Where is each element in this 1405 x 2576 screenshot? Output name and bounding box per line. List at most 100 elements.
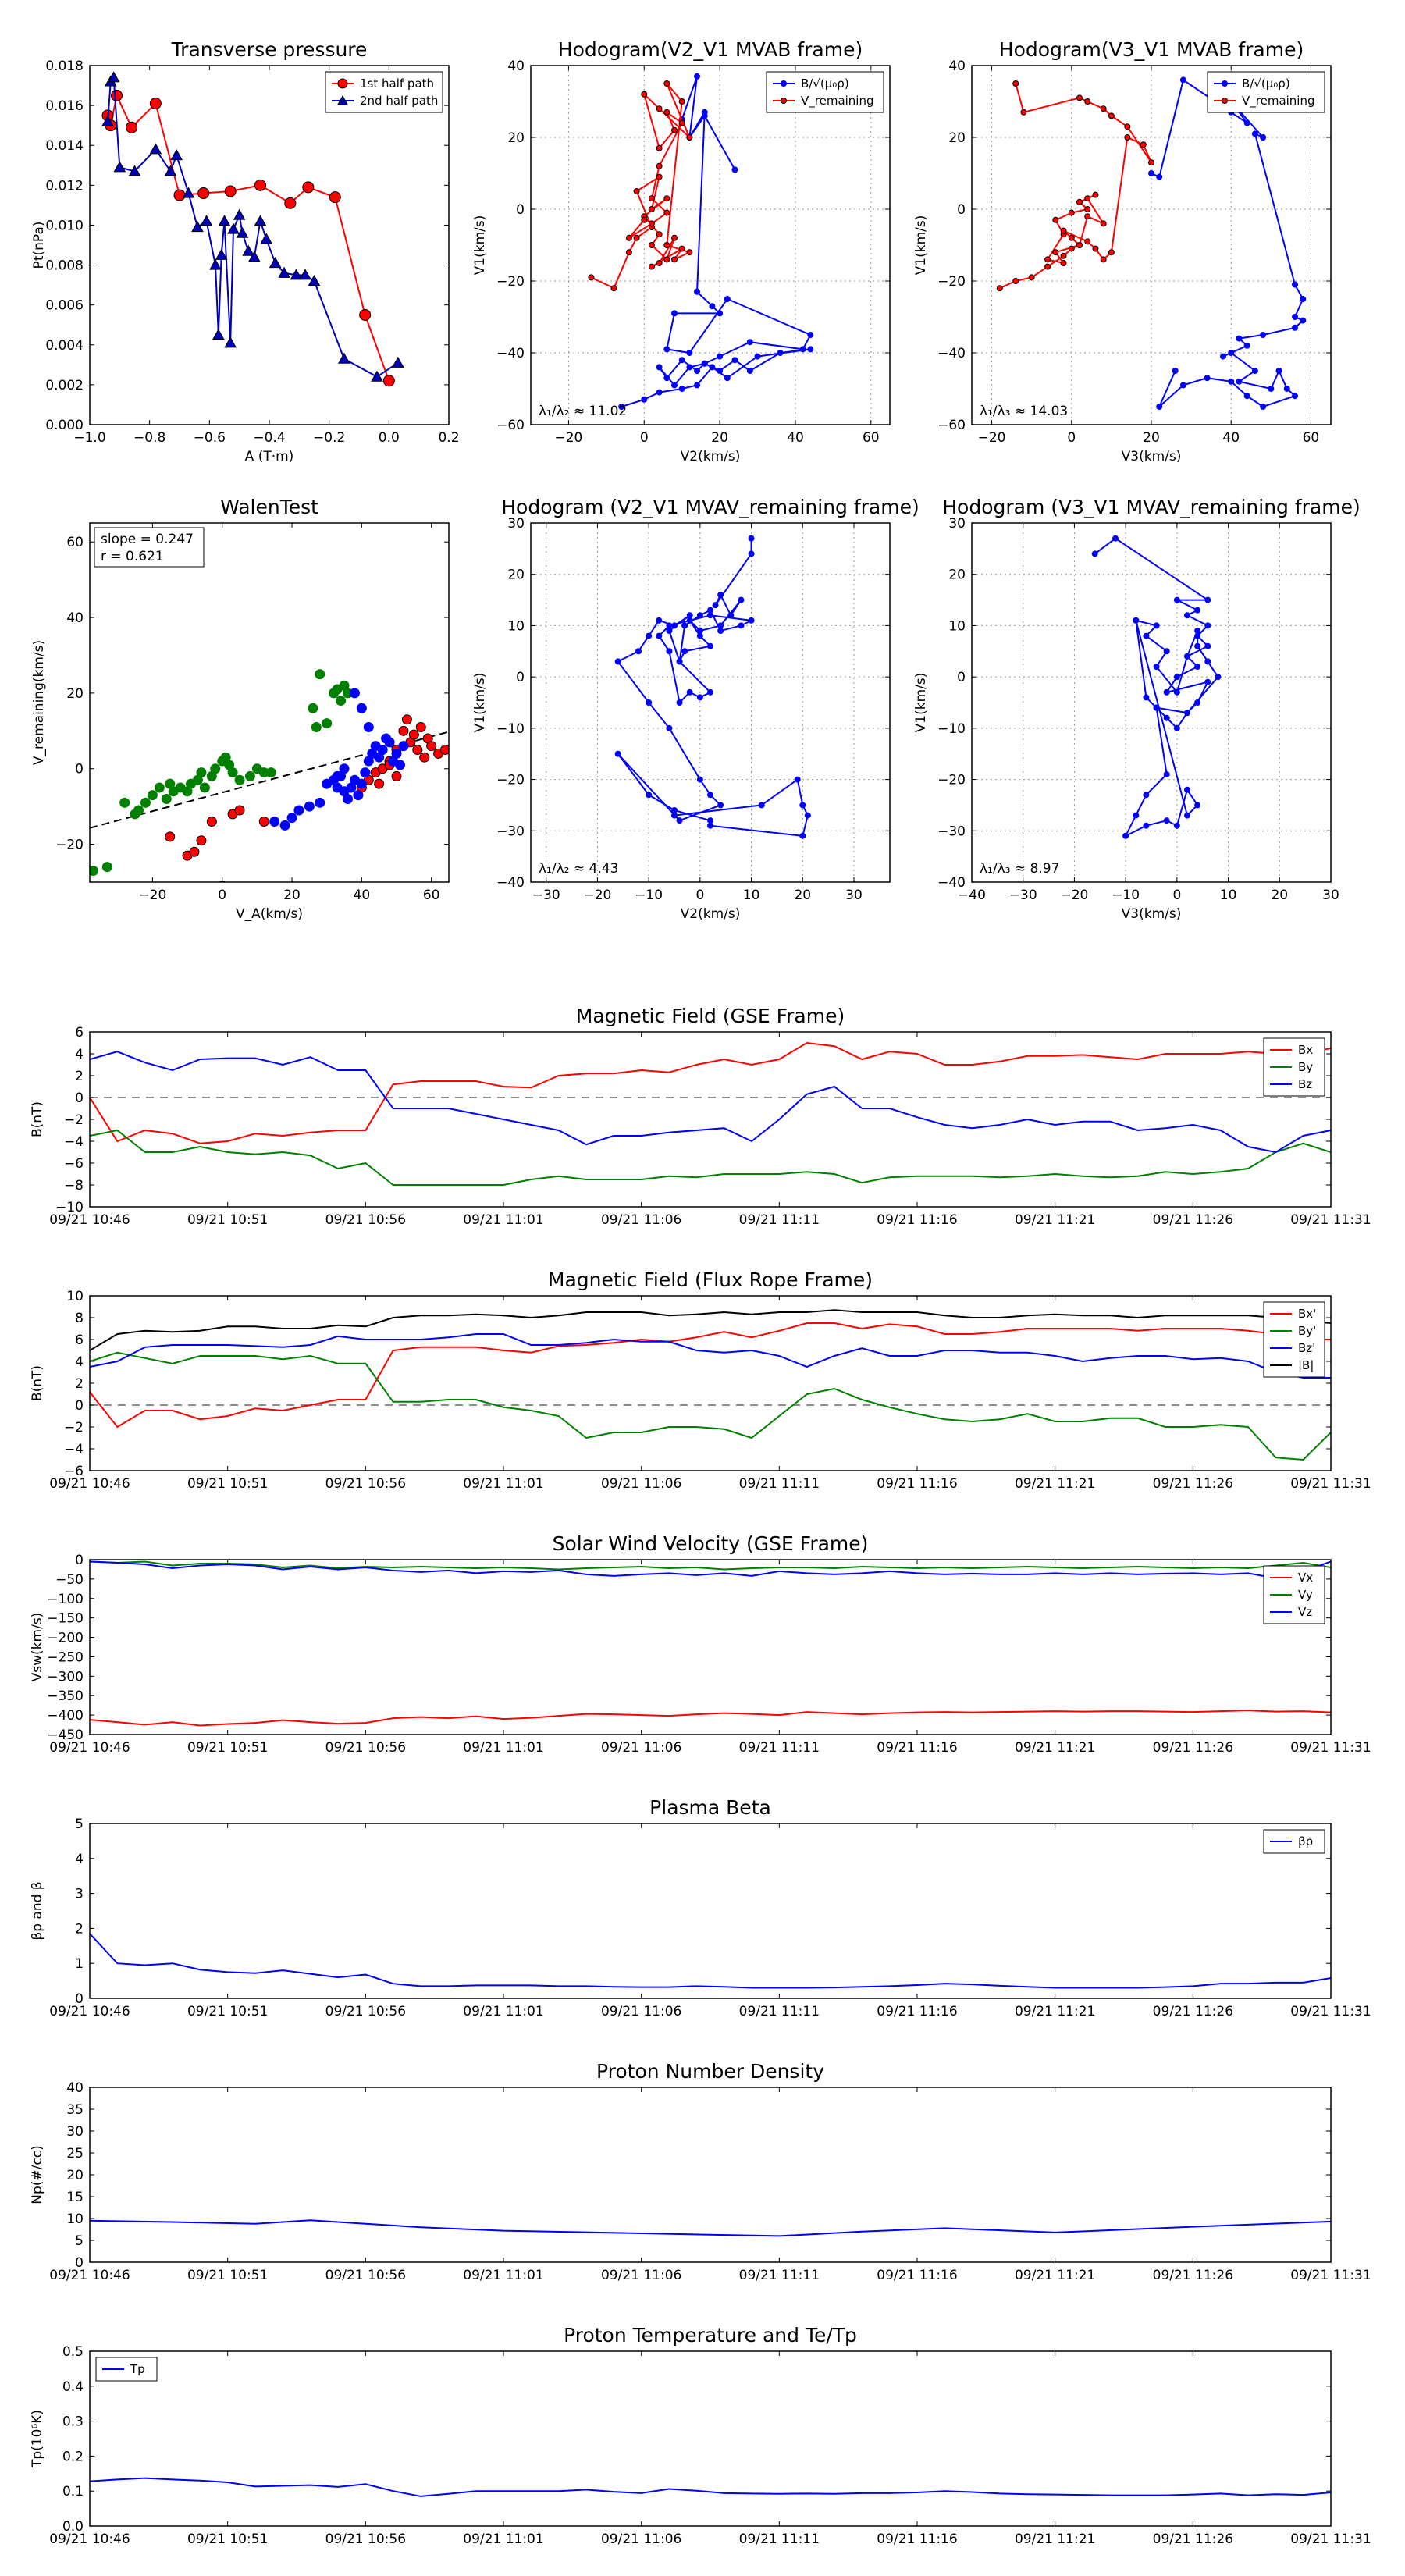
x-tick-label: 30: [845, 888, 863, 903]
y-axis-label: βp and β: [30, 1881, 45, 1940]
y-tick-label: 3: [75, 1887, 84, 1902]
plot-area: [90, 1041, 1331, 1186]
y-tick-label: −10: [55, 1200, 84, 1215]
series-1-point: [807, 346, 814, 353]
series-1-line: [621, 76, 812, 407]
series-1-point: [126, 121, 138, 133]
series-1-line: [90, 1710, 1331, 1727]
x-tick-label: 09/21 10:46: [49, 1476, 130, 1492]
x-tick-label: 09/21 11:01: [463, 2268, 543, 2283]
series-1-point: [663, 375, 670, 382]
y-tick-label: −20: [937, 773, 966, 788]
series-1-point: [1251, 130, 1258, 137]
series-1-point: [748, 550, 755, 557]
series-1-point: [694, 288, 701, 295]
series-1-point: [748, 535, 755, 542]
series-1-point: [1275, 368, 1282, 374]
series-1-point: [302, 181, 315, 194]
series-1-point: [709, 303, 716, 310]
y-tick-label: 0.4: [62, 2379, 84, 2395]
series-1-point: [1148, 170, 1154, 176]
y-tick-label: −30: [496, 824, 525, 839]
series-1-point: [676, 658, 683, 665]
y-tick-label: 0: [957, 670, 966, 685]
series-3-point: [269, 817, 280, 827]
y-tick-label: 0.010: [45, 218, 84, 233]
series-1-point: [804, 812, 811, 819]
y-tick-label: 40: [948, 59, 966, 74]
y-tick-label: 0: [516, 202, 525, 218]
y-axis-label: Pt(nPa): [31, 222, 47, 269]
series-1-point: [701, 360, 708, 367]
chart-title: Solar Wind Velocity (GSE Frame): [553, 1532, 869, 1555]
plot-area: [1091, 535, 1222, 839]
y-tick-label: −6: [64, 1464, 84, 1479]
series-1-point: [807, 332, 814, 338]
series-1-point: [731, 166, 738, 173]
legend-label: By: [1298, 1060, 1313, 1074]
x-tick-label: 09/21 10:56: [325, 2004, 406, 2019]
y-tick-label: 30: [507, 516, 525, 532]
series-1-point: [1292, 324, 1298, 331]
chart-p6: Hodogram (V3_V1 MVAV_remaining frame) −40…: [913, 496, 1361, 922]
x-tick-label: −30: [532, 888, 560, 903]
y-tick-label: −8: [64, 1178, 84, 1194]
series-1-point: [707, 642, 713, 649]
series-1-point: [694, 73, 701, 80]
series-1-point: [382, 375, 395, 387]
series-1-point: [717, 353, 724, 360]
series-1-point: [1292, 281, 1298, 288]
series-1-point: [149, 98, 162, 110]
y-tick-label: 20: [507, 130, 525, 146]
series-1-point: [707, 688, 713, 696]
chart-title: Proton Temperature and Te/Tp: [564, 2324, 857, 2347]
legend-label: B/√(μ₀ρ): [1242, 76, 1290, 91]
series-2-point: [648, 263, 655, 270]
legend-box: [325, 71, 443, 113]
series-2-point: [1124, 123, 1131, 130]
series-2-point: [398, 725, 409, 736]
series-1-point: [656, 364, 663, 371]
y-tick-label: 0.000: [45, 418, 84, 433]
x-tick-label: 09/21 10:51: [187, 1740, 268, 1756]
x-tick-label: 10: [1220, 888, 1237, 903]
x-tick-label: 09/21 11:11: [739, 2532, 820, 2547]
legend-label: V_remaining: [801, 94, 874, 109]
series-2-point: [678, 98, 685, 105]
y-tick-label: 2: [75, 1921, 84, 1937]
series-1-point: [686, 612, 693, 619]
series-1-point: [717, 368, 724, 374]
y-tick-label: −450: [47, 1727, 84, 1743]
legend-label: 1st half path: [360, 76, 434, 91]
y-tick-label: 40: [66, 2080, 84, 2096]
y-tick-label: −150: [47, 1611, 84, 1627]
x-tick-label: 09/21 11:26: [1153, 1476, 1233, 1492]
series-2-point: [1100, 105, 1107, 112]
y-tick-label: 0: [75, 1991, 84, 2007]
series-1-point: [686, 364, 693, 371]
x-axis-label: V2(km/s): [681, 449, 741, 464]
series-1-point: [1243, 393, 1250, 400]
y-tick-label: 5: [75, 1816, 84, 1832]
series-1-point: [196, 767, 207, 778]
series-3-point: [339, 763, 350, 774]
x-tick-label: 09/21 11:01: [463, 1212, 543, 1228]
y-tick-label: −50: [55, 1572, 84, 1588]
series-1-point: [1194, 699, 1201, 706]
y-tick-label: 6: [75, 1025, 84, 1041]
x-tick-label: 09/21 11:16: [877, 1740, 957, 1756]
chart-title: Magnetic Field (Flux Rope Frame): [548, 1268, 873, 1291]
x-tick-label: 0: [218, 888, 226, 903]
series-1-point: [1204, 375, 1211, 382]
series-2-point: [648, 195, 655, 202]
y-tick-label: −6: [64, 1156, 84, 1172]
series-2-point: [200, 215, 213, 226]
y-tick-label: 0.002: [45, 378, 84, 393]
series-2-point: [128, 165, 141, 176]
series-2-point: [656, 260, 663, 266]
series-3-point: [356, 703, 367, 713]
series-1-point: [224, 185, 237, 197]
series-2-point: [663, 109, 670, 116]
series-2-point: [686, 134, 693, 141]
series-3-point: [391, 748, 402, 759]
